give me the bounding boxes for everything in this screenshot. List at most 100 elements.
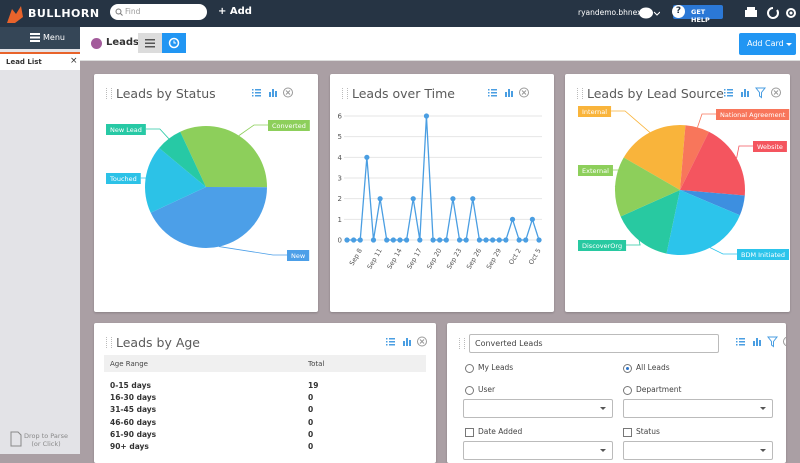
x-tick-label: Oct 5 xyxy=(527,247,543,266)
list-icon xyxy=(724,89,726,91)
menu-icon xyxy=(30,33,40,42)
list-icon xyxy=(386,341,388,343)
list-icon xyxy=(727,92,733,94)
tab-label: Lead List xyxy=(6,58,42,66)
filter-option[interactable]: User xyxy=(465,385,495,395)
tab-close[interactable]: × xyxy=(70,56,78,66)
card-title: Leads by Lead Source xyxy=(587,86,724,101)
card-tools[interactable] xyxy=(384,336,436,350)
list-icon xyxy=(389,341,395,343)
add-button[interactable]: + Add xyxy=(218,6,252,17)
select[interactable] xyxy=(623,441,773,460)
pie-slice xyxy=(666,190,740,255)
card-tools[interactable] xyxy=(250,87,318,101)
source-card: Leads by Lead Source Internal National Agr… xyxy=(565,74,790,312)
radio xyxy=(623,385,632,395)
search-box[interactable]: Find xyxy=(110,4,207,20)
list-icon xyxy=(255,92,261,94)
chart-icon xyxy=(756,338,758,346)
list-icon xyxy=(736,344,738,346)
column-header: Total xyxy=(308,360,325,368)
search-placeholder: Find xyxy=(125,7,141,16)
pie-slice xyxy=(680,131,745,196)
label-box xyxy=(753,141,787,152)
parse-icon[interactable] xyxy=(9,431,23,447)
table-cell: 0 xyxy=(308,442,314,451)
card-tools[interactable] xyxy=(734,336,786,350)
option-label: Department xyxy=(636,385,682,394)
leader-line xyxy=(697,113,716,128)
select[interactable] xyxy=(623,399,773,418)
filter-option[interactable]: Status xyxy=(623,427,660,437)
toolbar-icons[interactable] xyxy=(743,5,797,21)
list-view-button[interactable] xyxy=(138,33,162,53)
list-icon xyxy=(727,89,733,91)
chart-icon xyxy=(409,340,411,346)
chart-icon xyxy=(759,340,761,346)
pie-slice xyxy=(623,125,686,190)
table-cell: 61-90 days xyxy=(110,429,157,439)
parse-drop[interactable]: Drop to Parse (or Click) xyxy=(24,432,68,448)
logo[interactable]: BULLHORN xyxy=(28,7,100,20)
leader-line xyxy=(709,247,737,255)
list-icon xyxy=(255,89,261,91)
age-card: Leads by Age Age Range Total 0-15 days 19 16… xyxy=(94,323,436,463)
y-tick-label: 0 xyxy=(338,237,342,245)
card-title: Leads by Age xyxy=(116,335,200,350)
filter-option[interactable]: All Leads xyxy=(623,363,670,373)
card-title: Leads over Time xyxy=(352,86,455,101)
card-tools[interactable] xyxy=(486,87,554,101)
select[interactable] xyxy=(463,399,613,418)
point xyxy=(410,196,416,202)
label-box xyxy=(287,250,310,261)
point xyxy=(503,237,509,243)
pie-slice xyxy=(180,126,267,188)
filter-option[interactable]: Department xyxy=(623,385,681,395)
table-cell: 90+ days xyxy=(110,442,149,451)
card-tools[interactable] xyxy=(722,87,790,101)
pie-slice xyxy=(680,125,709,190)
point xyxy=(463,237,469,243)
sidebar: Menu Lead List × Drop to Parse (or Click) xyxy=(0,27,80,454)
radio xyxy=(623,363,632,373)
add-card-button[interactable]: Add Card xyxy=(739,33,796,55)
slice-label: Internal xyxy=(582,108,607,116)
list-icon xyxy=(252,92,254,94)
table-cell: 0 xyxy=(308,429,314,439)
leader-line xyxy=(140,177,155,180)
point xyxy=(456,237,463,243)
close-icon xyxy=(783,336,786,347)
menu-button[interactable]: Menu xyxy=(0,27,80,49)
select[interactable] xyxy=(463,441,613,460)
point xyxy=(403,237,410,243)
y-tick-label: 2 xyxy=(338,195,342,203)
help-button[interactable]: ? GET HELP xyxy=(672,5,723,24)
filter-option[interactable]: My Leads xyxy=(465,363,513,373)
table-cell: 0-15 days xyxy=(110,381,151,390)
filter-option[interactable]: Date Added xyxy=(465,427,522,437)
list-icon xyxy=(739,344,745,346)
pie-slice xyxy=(145,147,206,213)
list-icon xyxy=(491,92,497,94)
table-cell: 0 xyxy=(308,393,314,403)
status-card: Leads by Status Converted New Touched New Le… xyxy=(94,74,318,312)
point xyxy=(370,237,377,243)
chart-icon xyxy=(741,92,743,97)
lead-list-tab[interactable]: Lead List × xyxy=(0,52,80,70)
point xyxy=(390,237,396,243)
radio xyxy=(465,363,474,373)
filter-name-input[interactable]: Converted Leads xyxy=(469,334,719,353)
point xyxy=(377,196,383,202)
help-label: GET HELP xyxy=(691,8,710,24)
slice-label: New xyxy=(291,252,306,260)
option-label: Date Added xyxy=(478,427,523,436)
chart-icon xyxy=(403,341,405,346)
pie-slice xyxy=(680,190,745,216)
dashboard-view-button[interactable] xyxy=(162,33,186,53)
label-box xyxy=(268,120,310,131)
chat-icon[interactable] xyxy=(638,6,660,20)
list-icon xyxy=(491,89,497,91)
user-name[interactable]: ryandemo.bhnext xyxy=(578,8,645,17)
close-icon xyxy=(283,87,293,98)
